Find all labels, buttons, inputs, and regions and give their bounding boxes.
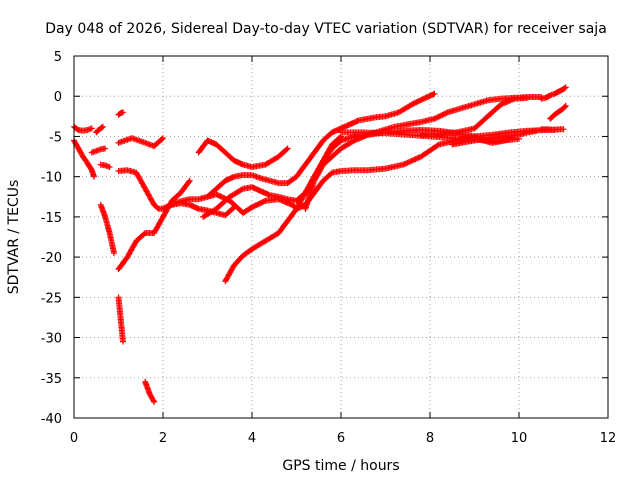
series-track-07 bbox=[115, 109, 126, 118]
y-tick-label: -15 bbox=[41, 211, 62, 226]
series-markers bbox=[449, 127, 540, 148]
series-markers bbox=[88, 145, 109, 156]
y-tick-label: -30 bbox=[41, 332, 62, 347]
x-tick-label: 2 bbox=[159, 431, 167, 446]
series-track-16 bbox=[204, 90, 438, 200]
series-track-11 bbox=[115, 177, 193, 273]
series-markers bbox=[115, 109, 126, 118]
series-track-14 bbox=[195, 137, 291, 170]
y-tick-label: 5 bbox=[54, 50, 62, 65]
x-tick-label: 8 bbox=[426, 431, 434, 446]
series-markers bbox=[97, 161, 113, 170]
y-tick-label: -35 bbox=[41, 372, 62, 387]
x-tick-label: 4 bbox=[248, 431, 256, 446]
series-markers bbox=[222, 127, 514, 285]
series-track-03 bbox=[93, 123, 106, 136]
series-markers bbox=[538, 84, 569, 102]
series-markers bbox=[115, 135, 166, 150]
plot-frame bbox=[73, 55, 609, 419]
series-track-02 bbox=[71, 137, 97, 180]
x-tick-label: 10 bbox=[511, 431, 528, 446]
y-tick-label: -20 bbox=[41, 251, 62, 266]
series-track-23 bbox=[547, 102, 569, 122]
y-tick-label: -10 bbox=[41, 171, 62, 186]
series-markers bbox=[204, 90, 438, 200]
series-track-12 bbox=[142, 378, 158, 405]
x-tick-label: 12 bbox=[600, 431, 617, 446]
series-markers bbox=[71, 123, 95, 134]
axes: 0 2 4 6 8 10 12 5 0 -5 -10 -15 -20 -25 -30 -35 -40 bbox=[41, 50, 617, 446]
series-track-06 bbox=[97, 201, 117, 257]
series-markers bbox=[97, 201, 117, 257]
series-track-22 bbox=[538, 84, 569, 102]
series-track-24 bbox=[538, 126, 558, 133]
series-track-08 bbox=[115, 135, 166, 150]
series-track-20 bbox=[449, 127, 540, 148]
grid bbox=[74, 56, 608, 418]
series-track-05 bbox=[97, 161, 113, 170]
series-markers bbox=[142, 378, 158, 405]
series-track-10 bbox=[115, 294, 126, 345]
series-markers bbox=[71, 137, 97, 180]
y-tick-label: -40 bbox=[41, 412, 62, 427]
series-markers bbox=[547, 102, 569, 122]
y-axis-label: SDTVAR / TECUs bbox=[6, 180, 22, 295]
series-markers bbox=[93, 123, 106, 136]
series-track-17 bbox=[222, 127, 514, 285]
series-markers bbox=[115, 294, 126, 345]
series-track-01 bbox=[71, 123, 95, 134]
data-series bbox=[71, 84, 569, 405]
series-track-04 bbox=[88, 145, 109, 156]
series-markers bbox=[195, 137, 291, 170]
x-tick-label: 6 bbox=[337, 431, 345, 446]
chart-title: Day 048 of 2026, Sidereal Day-to-day VTE… bbox=[45, 21, 607, 37]
y-tick-label: -25 bbox=[41, 291, 62, 306]
x-tick-label: 0 bbox=[70, 431, 78, 446]
series-track-21 bbox=[418, 94, 531, 138]
y-tick-label: -5 bbox=[49, 130, 62, 145]
y-tick-label: 0 bbox=[54, 90, 62, 105]
series-markers bbox=[418, 94, 531, 138]
series-markers bbox=[538, 126, 558, 133]
series-markers bbox=[115, 177, 193, 273]
x-axis-label: GPS time / hours bbox=[282, 458, 399, 474]
